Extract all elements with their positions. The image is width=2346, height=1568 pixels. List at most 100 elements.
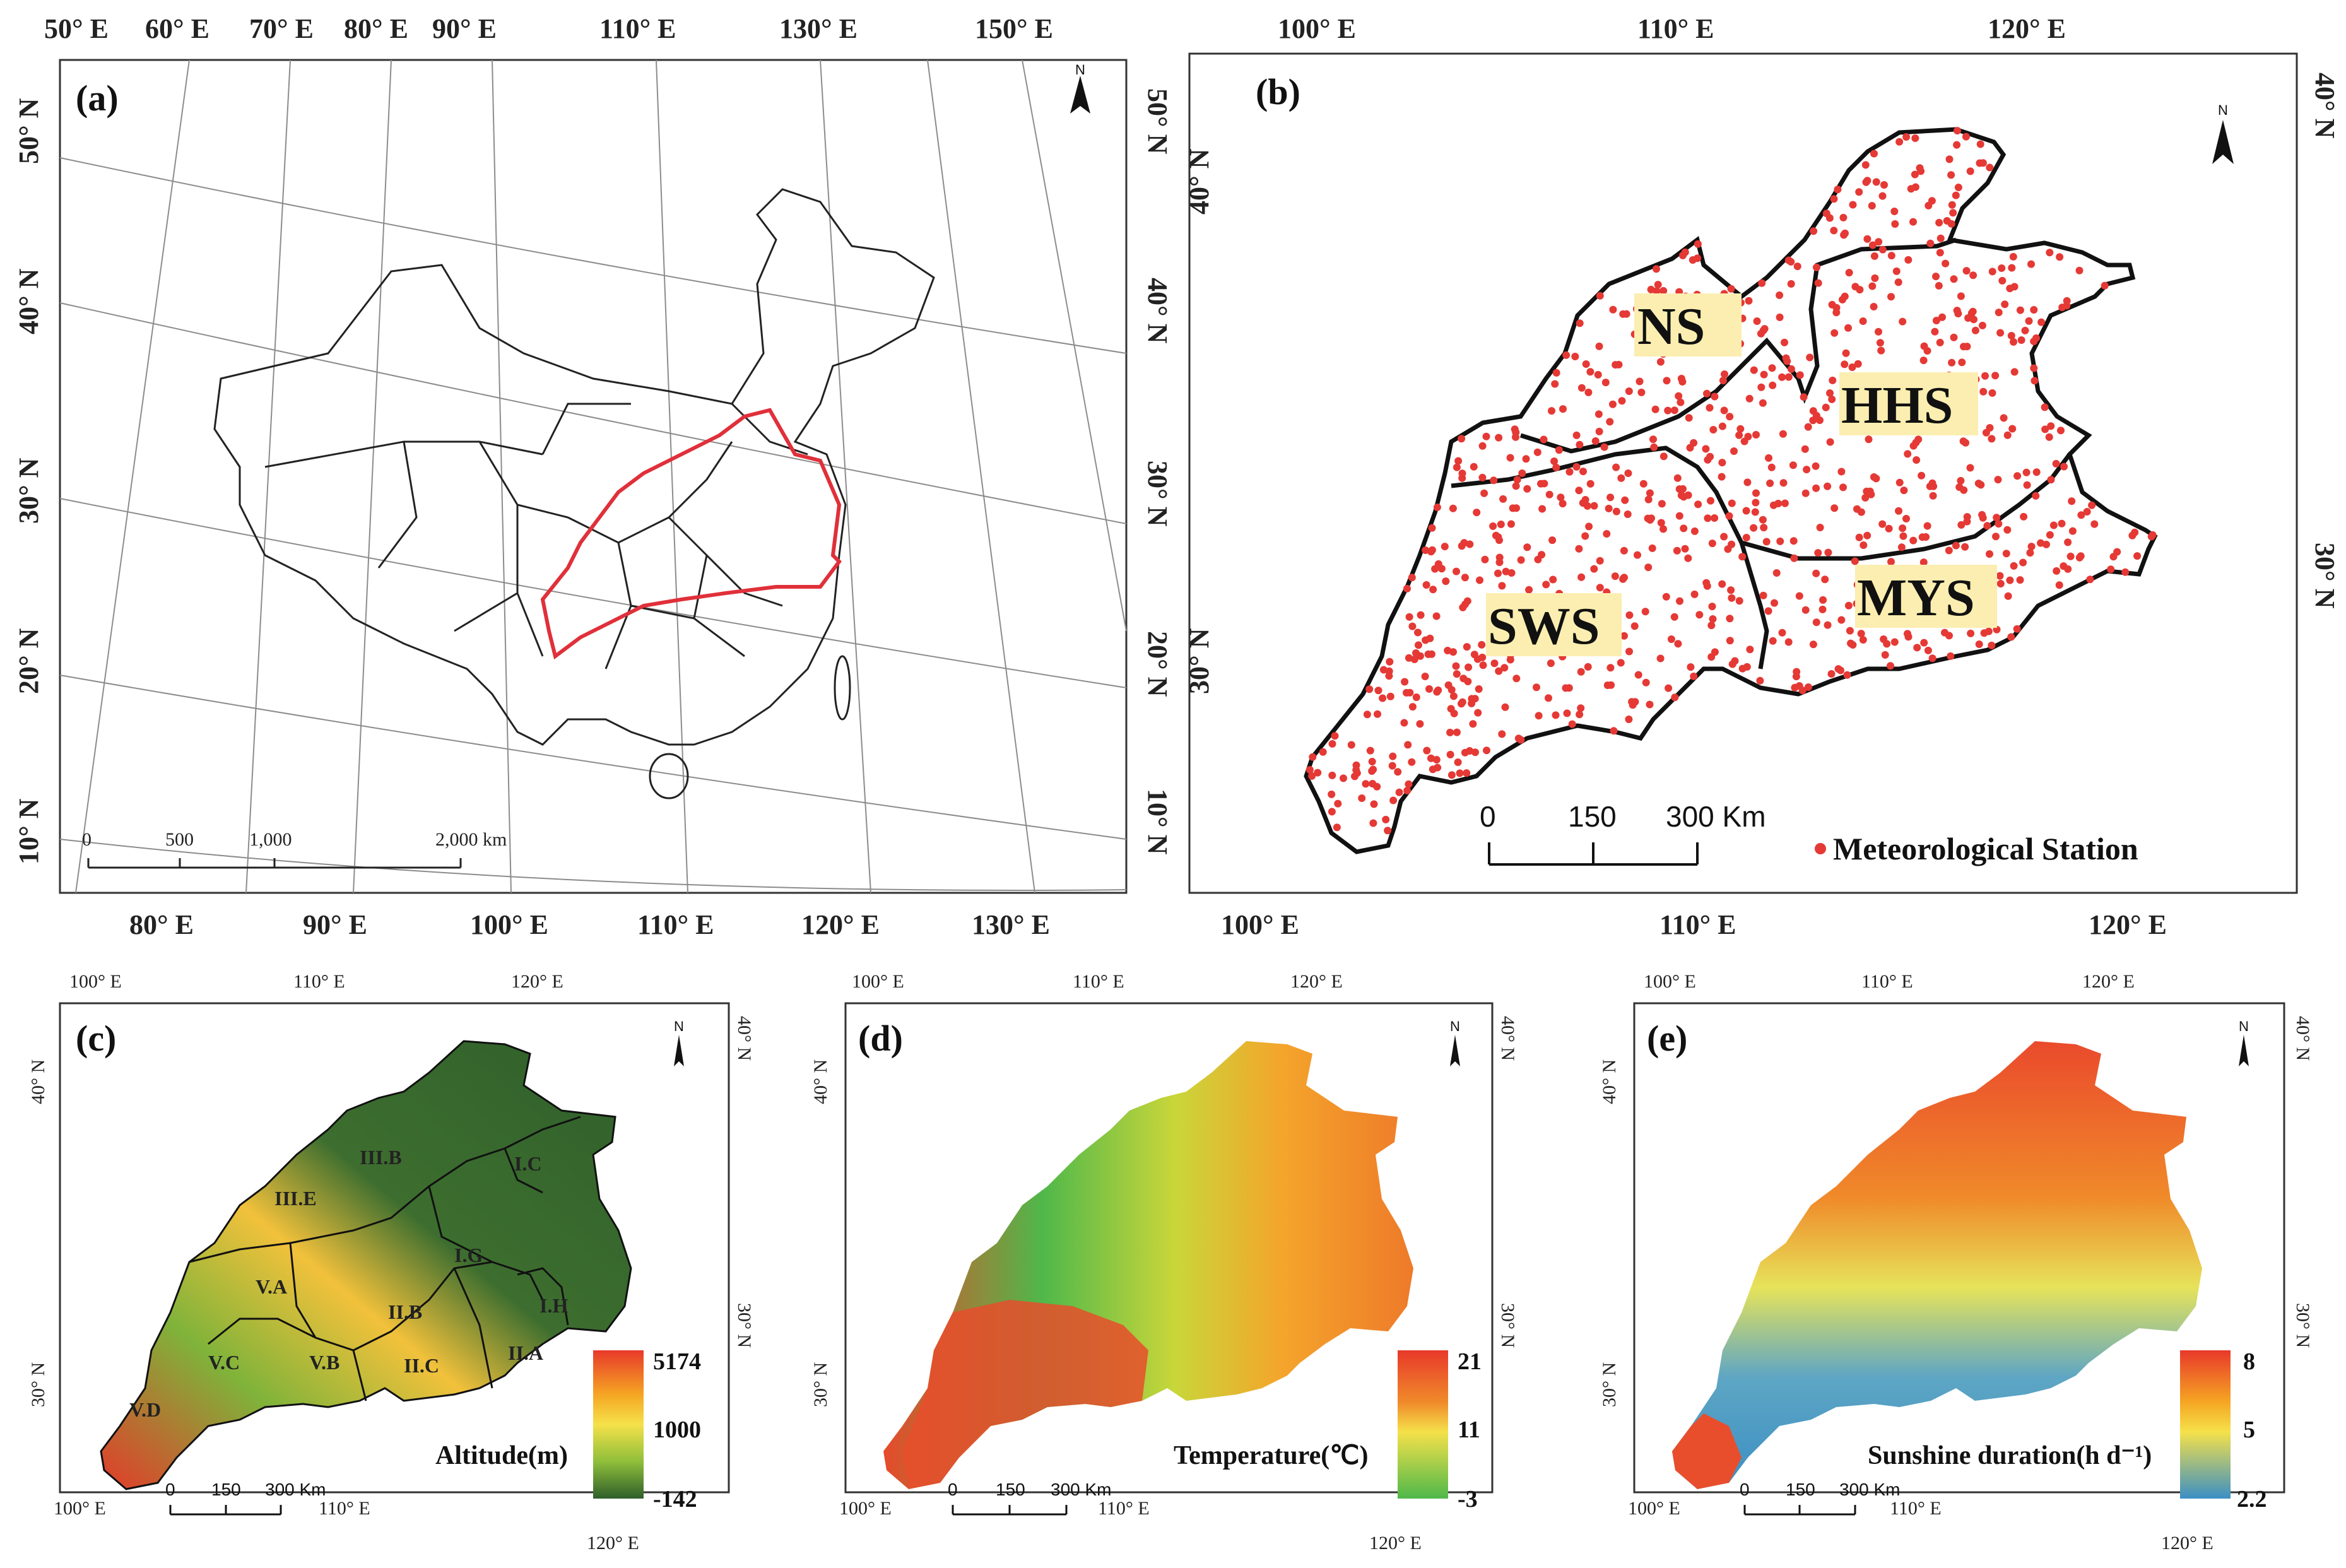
station-point [1869, 241, 1877, 249]
station-point [1881, 651, 1889, 659]
station-point [1993, 514, 2001, 522]
station-point [1936, 249, 1944, 257]
station-point [1499, 495, 1507, 503]
station-point [1708, 603, 1716, 611]
station-point [1461, 600, 1469, 608]
station-point [1533, 683, 1540, 692]
station-point [1837, 666, 1844, 675]
north-arrow-icon [674, 1035, 684, 1066]
station-point [1421, 673, 1429, 680]
station-point [2121, 568, 2130, 576]
station-point [1983, 522, 1991, 530]
station-point [2083, 508, 2091, 516]
station-point [1389, 752, 1397, 760]
station-point [1374, 687, 1382, 695]
station-point [1759, 399, 1767, 407]
station-point [1863, 235, 1871, 243]
station-point [2041, 425, 2049, 433]
station-point [1306, 766, 1314, 774]
station-point [1765, 454, 1772, 462]
station-point [1772, 569, 1781, 577]
station-point [1429, 586, 1437, 594]
station-point [1653, 265, 1660, 273]
top-tick: 110° E [1073, 971, 1124, 992]
station-point [1651, 405, 1659, 413]
station-point [1368, 758, 1376, 765]
station-point [1830, 227, 1838, 235]
station-point [1909, 536, 1918, 545]
station-point [1966, 464, 1974, 472]
station-point [1548, 407, 1555, 415]
right-tick: 40° N [734, 1016, 755, 1061]
station-point [1689, 256, 1697, 264]
station-point [1328, 808, 1336, 816]
bottom-tick: 110° E [319, 1498, 370, 1519]
station-point [1347, 741, 1355, 749]
station-point [1860, 541, 1868, 549]
station-point [1670, 406, 1678, 415]
region-dividers [1451, 237, 2072, 669]
scale-label: 150 [1568, 800, 1617, 833]
station-point [1675, 392, 1683, 400]
station-point [1659, 452, 1668, 461]
station-point [2023, 481, 2031, 489]
station-point [1507, 520, 1515, 528]
station-point [1568, 720, 1576, 728]
station-point [1428, 524, 1436, 532]
station-point [1512, 504, 1520, 512]
station-point [1848, 363, 1856, 371]
station-point [1904, 630, 1911, 638]
panel-a-top-axis: 50° E 60° E 70° E 80° E 90° E 110° E 130… [44, 13, 1053, 44]
top-tick: 150° E [975, 13, 1053, 44]
bottom-tick: 100° E [54, 1498, 106, 1519]
panel-b-north-arrow: N [2212, 102, 2234, 164]
station-point [1456, 769, 1464, 777]
legend-title: Temperature(℃) [1174, 1441, 1368, 1470]
station-point [1412, 649, 1420, 657]
station-point [1454, 758, 1462, 766]
station-point [1781, 499, 1789, 507]
station-point [1641, 608, 1649, 616]
temperature-warm-south [902, 1300, 1148, 1489]
scale-label: 150 [211, 1480, 241, 1499]
station-point [1854, 360, 1862, 368]
station-point [1828, 300, 1836, 309]
station-point [1735, 597, 1743, 605]
top-tick: 60° E [145, 13, 209, 44]
scale-label: 300 Km [265, 1480, 326, 1499]
station-point [1846, 627, 1854, 635]
station-point [2149, 531, 2157, 539]
station-point [1895, 138, 1904, 146]
station-point [1928, 479, 1936, 487]
station-point [1986, 163, 1994, 172]
station-point [1559, 405, 1567, 413]
station-point [1935, 281, 1943, 290]
station-point [1738, 553, 1747, 561]
top-tick: 100° E [1278, 13, 1356, 44]
station-point [1790, 554, 1798, 562]
panel-b-left-axis: 40° N 30° N [1184, 148, 1215, 694]
station-point [1441, 543, 1449, 551]
station-point [1542, 581, 1550, 589]
station-point [1617, 474, 1625, 482]
station-point [2022, 468, 2031, 476]
station-point [1621, 496, 1629, 504]
station-point [1670, 613, 1678, 621]
altitude-colorbar [593, 1350, 644, 1499]
station-point [1929, 492, 1937, 500]
station-point [1853, 505, 1861, 513]
station-point [1720, 533, 1728, 541]
panel-d-axes: 100° E 110° E 120° E 100° E 110° E 120° … [810, 971, 1518, 1553]
station-point [1408, 703, 1417, 711]
left-tick: 30° N [13, 457, 44, 524]
legend-title: Altitude(m) [435, 1441, 568, 1470]
station-point [1671, 693, 1679, 702]
scale-label: 0 [165, 1480, 175, 1499]
station-point [1620, 632, 1628, 640]
station-point [1609, 305, 1617, 314]
station-point [1609, 400, 1617, 408]
station-point [1880, 635, 1888, 643]
station-point [1824, 548, 1832, 557]
left-tick: 30° N [28, 1362, 49, 1407]
station-point [2058, 519, 2066, 528]
